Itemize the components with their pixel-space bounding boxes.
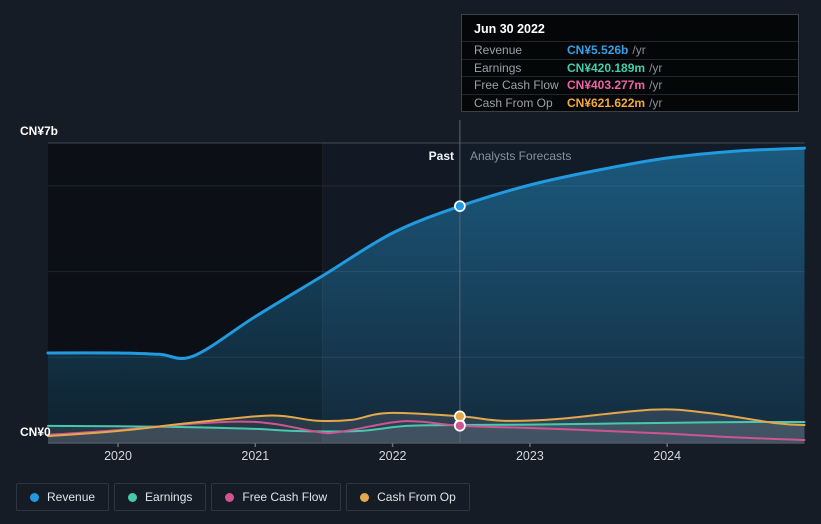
- past-section-label: Past: [428, 149, 454, 163]
- tooltip-label: Cash From Op: [474, 95, 553, 110]
- free-cash-flow-line[interactable]: [46, 420, 806, 441]
- tooltip-value: CN¥420.189m: [567, 60, 646, 75]
- chart-legend: Revenue Earnings Free Cash Flow Cash Fro…: [16, 483, 470, 511]
- earnings-area: [47, 421, 805, 443]
- tooltip-date: Jun 30 2022: [474, 22, 545, 36]
- hover-tooltip: Jun 30 2022 Revenue CN¥5.526b /yr Earnin…: [461, 14, 799, 112]
- y-axis-zero-label: CN¥0: [20, 425, 51, 439]
- legend-label: Free Cash Flow: [242, 490, 328, 504]
- tooltip-label: Revenue: [474, 43, 523, 58]
- earnings-line[interactable]: [46, 420, 806, 433]
- legend-label: Earnings: [145, 490, 193, 504]
- legend-item-earnings[interactable]: Earnings: [114, 483, 207, 511]
- cash-from-op-line[interactable]: [46, 408, 806, 438]
- legend-item-free-cash-flow[interactable]: Free Cash Flow: [211, 483, 342, 511]
- tooltip-unit: /yr: [649, 60, 663, 75]
- x-axis-label-2023: 2023: [515, 449, 544, 463]
- x-axis-label-2021: 2021: [241, 449, 270, 463]
- tooltip-label: Earnings: [474, 60, 522, 75]
- cash-from-op-dot-icon: [360, 492, 370, 502]
- legend-item-cash-from-op[interactable]: Cash From Op: [346, 483, 470, 511]
- tooltip-row-revenue: Revenue CN¥5.526b /yr: [462, 41, 798, 59]
- tooltip-row-earnings: Earnings CN¥420.189m /yr: [462, 58, 798, 77]
- tooltip-value: CN¥403.277m: [567, 78, 646, 93]
- legend-label: Revenue: [47, 490, 96, 504]
- cash-from-op-marker-dot[interactable]: [454, 410, 466, 423]
- tooltip-unit: /yr: [632, 43, 646, 58]
- analysts-forecasts-section-label: Analysts Forecasts: [470, 149, 572, 163]
- tooltip-value: CN¥621.622m: [567, 95, 646, 110]
- legend-label: Cash From Op: [377, 490, 456, 504]
- tooltip-unit: /yr: [649, 78, 663, 93]
- tooltip-value: CN¥5.526b: [567, 43, 629, 58]
- revenue-line[interactable]: [46, 146, 806, 360]
- legend-item-revenue[interactable]: Revenue: [16, 483, 110, 511]
- x-axis-label-2022: 2022: [378, 449, 407, 463]
- tooltip-unit: /yr: [649, 95, 663, 110]
- tooltip-row-cash-from-op: Cash From Op CN¥621.622m /yr: [462, 93, 798, 112]
- tooltip-label: Free Cash Flow: [474, 78, 559, 93]
- x-axis-label-2024: 2024: [653, 449, 682, 463]
- revenue-marker-dot[interactable]: [454, 200, 466, 213]
- y-axis-max-label: CN¥7b: [20, 124, 59, 138]
- revenue-area: [47, 148, 805, 443]
- free-cash-flow-dot-icon: [225, 492, 235, 502]
- free-cash-flow-marker-dot[interactable]: [454, 419, 466, 432]
- earnings-dot-icon: [128, 492, 138, 502]
- tooltip-row-free-cash-flow: Free Cash Flow CN¥403.277m /yr: [462, 76, 798, 94]
- x-axis-label-2020: 2020: [104, 449, 132, 463]
- revenue-dot-icon: [30, 492, 39, 502]
